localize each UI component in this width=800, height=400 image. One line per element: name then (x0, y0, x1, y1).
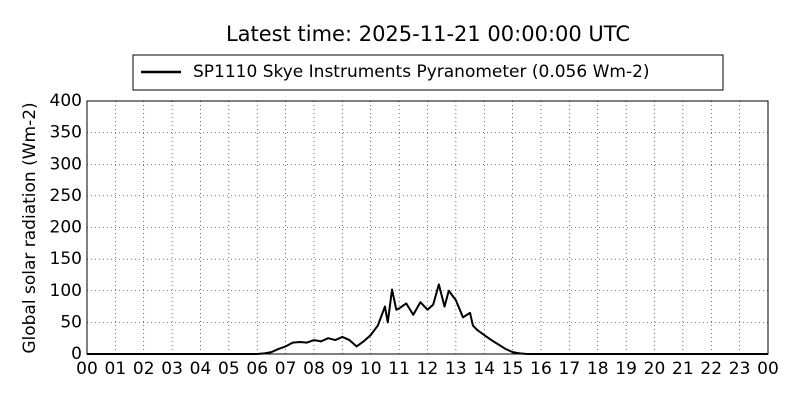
legend-box (132, 54, 724, 91)
y-tick-label: 400 (50, 91, 82, 111)
y-tick-label: 250 (50, 186, 82, 206)
y-axis-label: Global solar radiation (Wm-2) (20, 102, 40, 353)
x-tick-label: 10 (360, 359, 382, 379)
plot-frame (86, 100, 769, 355)
x-tick-label: 14 (473, 359, 495, 379)
x-tick-label: 00 (76, 359, 98, 379)
y-tick-label: 50 (60, 312, 82, 332)
x-tick-label: 11 (388, 359, 410, 379)
x-tick-label: 18 (587, 359, 609, 379)
x-tick-label: 23 (729, 359, 751, 379)
x-tick-label: 12 (417, 359, 439, 379)
y-tick-label: 200 (50, 218, 82, 238)
chart-title: Latest time: 2025-11-21 00:00:00 UTC (226, 22, 630, 46)
y-tick-label: 150 (50, 249, 82, 269)
y-tick-label: 0 (71, 344, 82, 364)
x-tick-label: 15 (502, 359, 524, 379)
x-tick-label: 06 (246, 359, 268, 379)
y-tick-label: 300 (50, 154, 82, 174)
y-tick-label: 350 (50, 123, 82, 143)
x-tick-label: 07 (275, 359, 297, 379)
legend-label: SP1110 Skye Instruments Pyranometer (0.0… (193, 62, 650, 82)
x-tick-label: 00 (757, 359, 779, 379)
x-tick-label: 21 (672, 359, 694, 379)
x-tick-label: 17 (559, 359, 581, 379)
x-tick-label: 05 (218, 359, 240, 379)
x-tick-label: 13 (445, 359, 467, 379)
x-tick-label: 02 (133, 359, 155, 379)
x-tick-label: 03 (161, 359, 183, 379)
x-tick-label: 20 (644, 359, 666, 379)
x-tick-label: 04 (190, 359, 212, 379)
x-tick-label: 16 (530, 359, 552, 379)
data-line (87, 283, 768, 355)
x-tick-label: 01 (105, 359, 127, 379)
x-tick-label: 08 (303, 359, 325, 379)
x-tick-label: 22 (700, 359, 722, 379)
y-tick-label: 100 (50, 281, 82, 301)
x-tick-label: 09 (332, 359, 354, 379)
x-tick-label: 19 (615, 359, 637, 379)
